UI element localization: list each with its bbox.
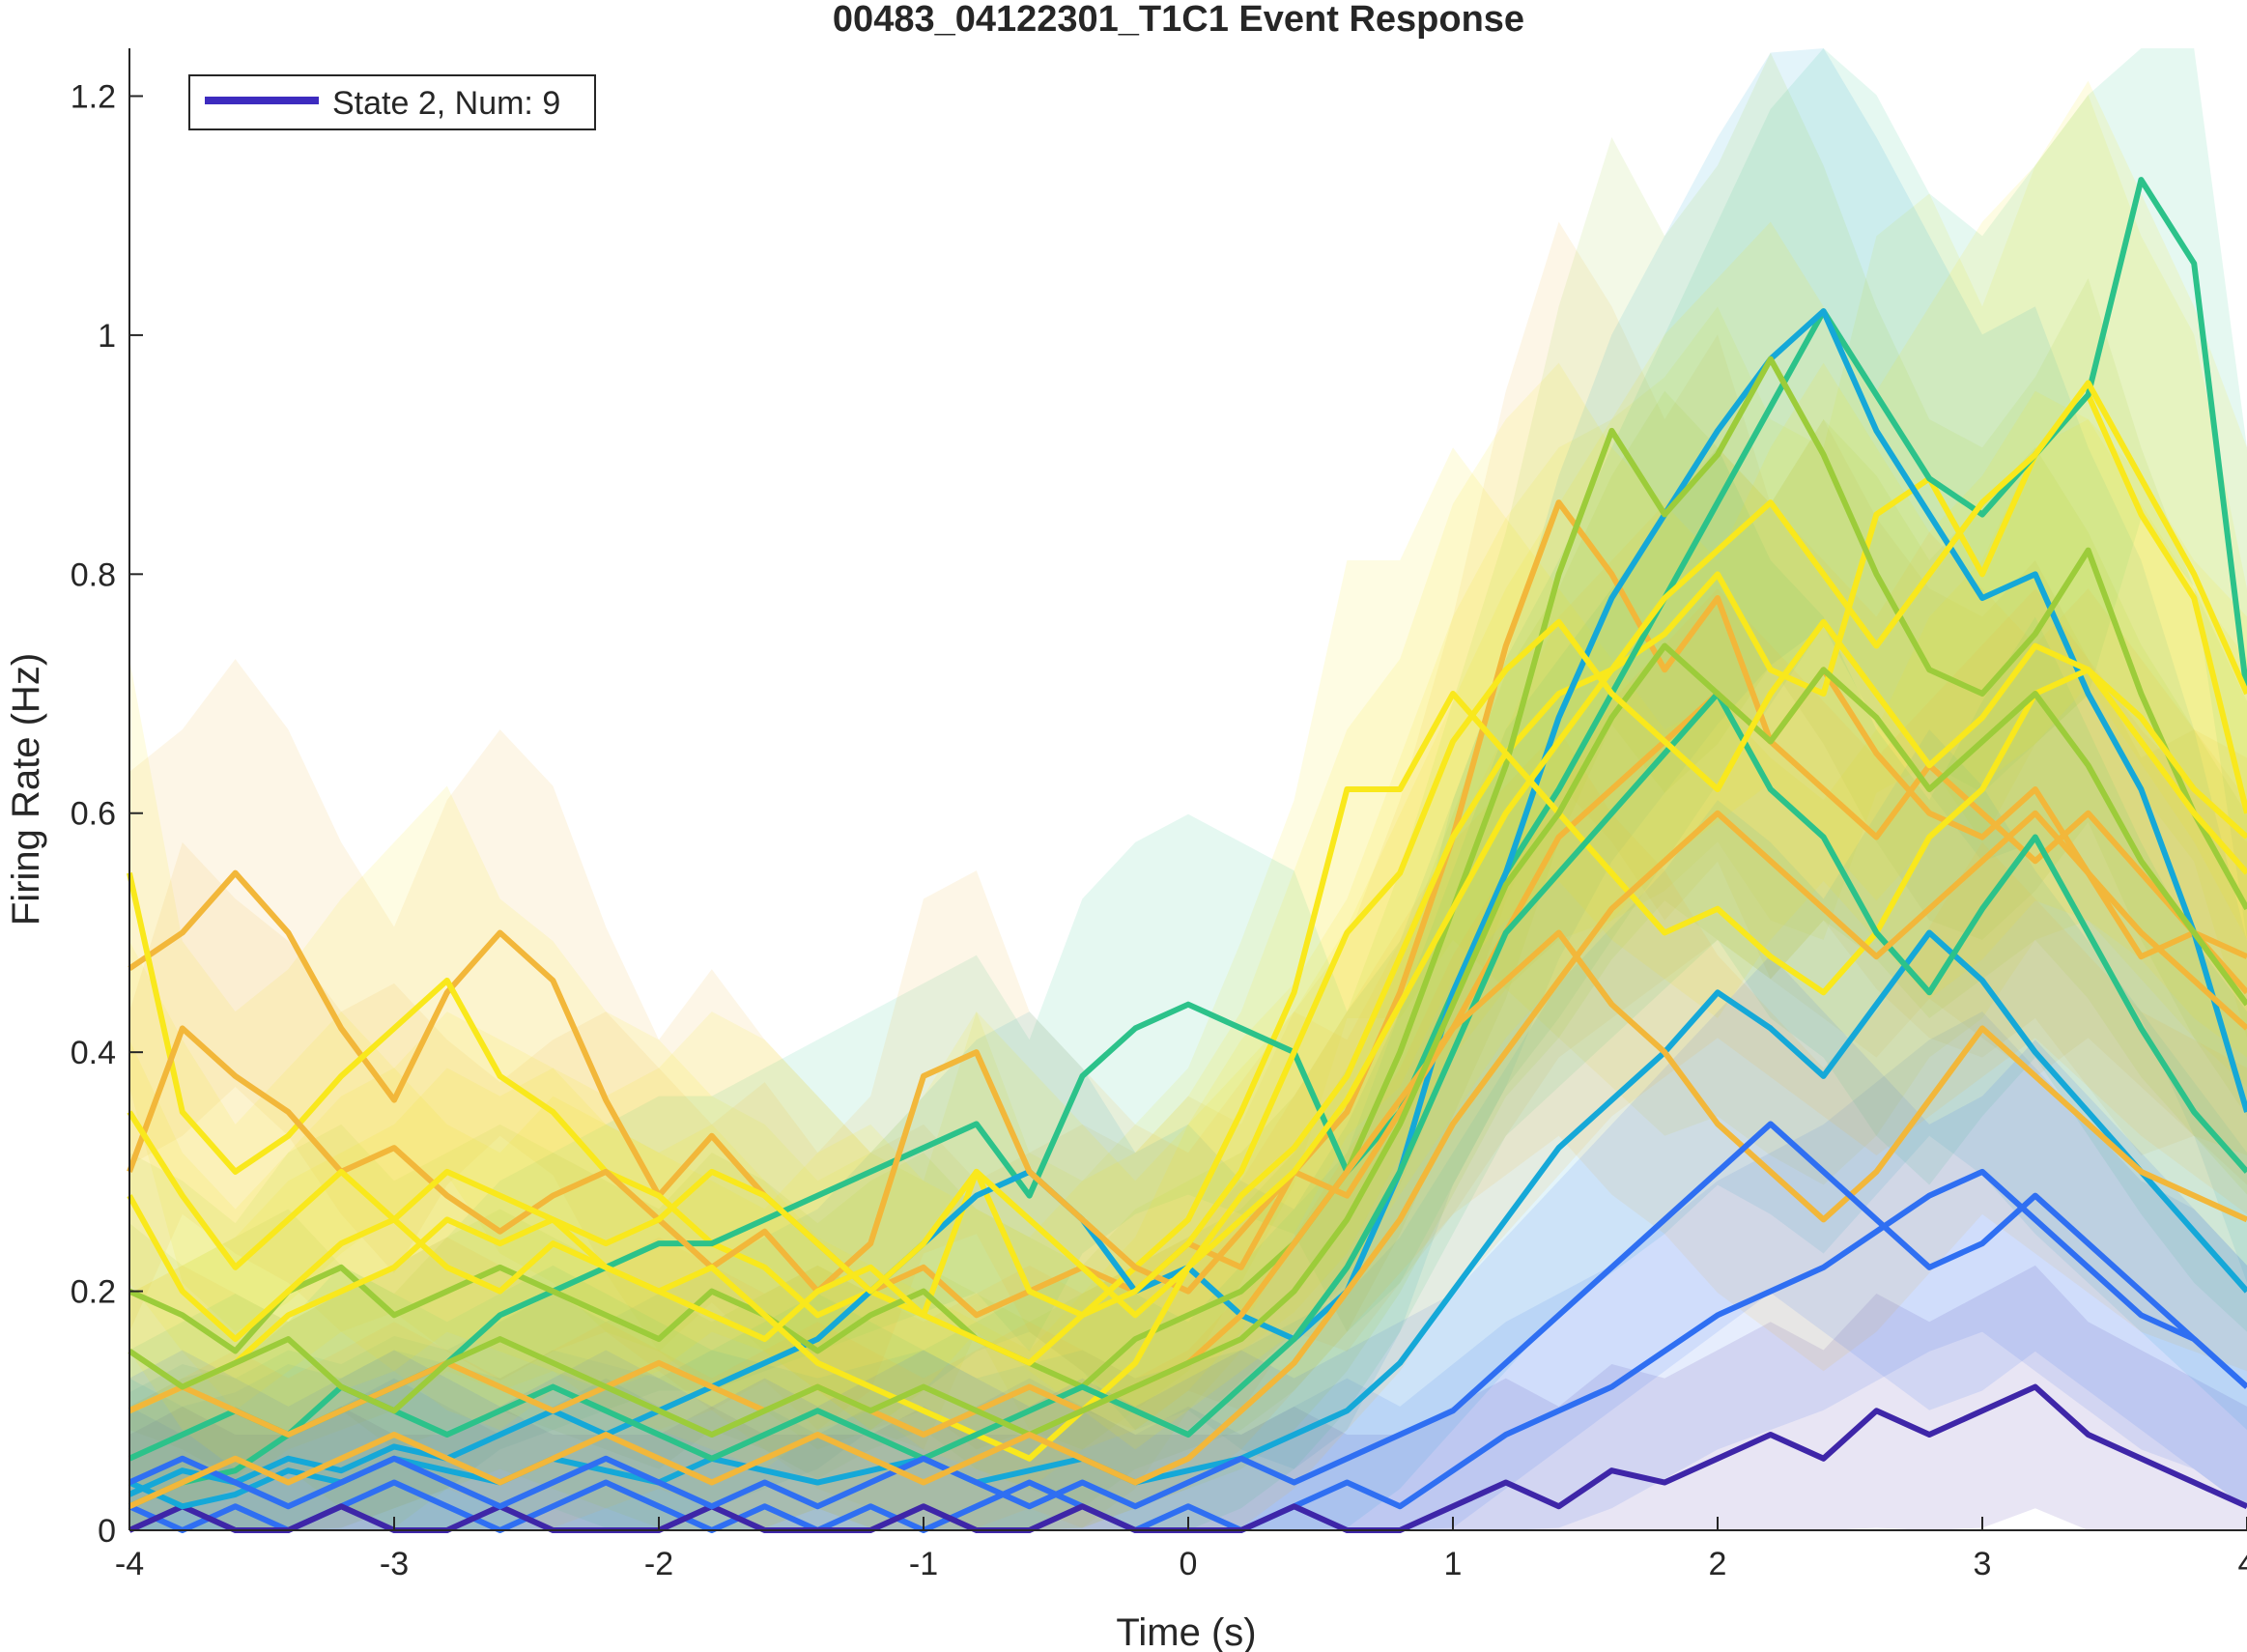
y-tick-label: 0 (98, 1513, 116, 1550)
x-tick-label: -2 (644, 1546, 673, 1582)
legend-entry-label: State 2, Num: 9 (332, 85, 560, 122)
series-band (129, 418, 2247, 1530)
plot-area (127, 48, 2247, 1533)
y-tick-label: 1 (98, 318, 116, 355)
y-tick-label: 0.4 (71, 1035, 116, 1071)
series-band (129, 447, 2247, 1530)
x-axis-ticks: -4 -3 -2 -1 0 1 2 3 4 (115, 1517, 2247, 1582)
x-tick-label: 3 (1974, 1546, 1992, 1582)
legend: State 2, Num: 9 (188, 74, 596, 130)
series-band (129, 48, 2247, 1530)
series-band (129, 729, 2247, 1530)
x-tick-label: -4 (115, 1546, 144, 1582)
series-line (128, 356, 2247, 1390)
series-line (128, 1121, 2247, 1510)
series-line (128, 929, 2247, 1510)
y-tick-label: 0.6 (71, 796, 116, 833)
series-band (129, 48, 2247, 1530)
series-line (127, 691, 2247, 1295)
y-axis-label: Firing Rate (Hz) (5, 653, 47, 926)
series-band (129, 588, 2247, 1530)
series-line (128, 691, 2247, 1462)
series-line (128, 177, 2247, 1509)
series-band (129, 954, 2247, 1530)
chart-title: 00483_04122301_T1C1 Event Response (833, 0, 1524, 40)
series-band (129, 52, 2247, 1509)
series-band (129, 390, 2247, 1531)
x-tick-label: 1 (1444, 1546, 1463, 1582)
series-line (128, 1168, 2247, 1533)
legend-box (188, 74, 596, 130)
series-band (129, 729, 2247, 1530)
series-line (127, 380, 2247, 1343)
x-tick-label: 0 (1180, 1546, 1198, 1582)
x-tick-label: -3 (380, 1546, 409, 1582)
series-line (127, 391, 2247, 1319)
series-band (129, 1011, 2247, 1530)
y-tick-label: 0.2 (71, 1274, 116, 1311)
x-axis-label: Time (s) (1116, 1611, 1256, 1652)
series-lines (127, 177, 2247, 1533)
y-tick-label: 1.2 (71, 78, 116, 115)
x-tick-label: -1 (909, 1546, 938, 1582)
series-band (129, 221, 2247, 1450)
series-line (127, 618, 2247, 1366)
series-band (129, 362, 2247, 1489)
series-line (128, 642, 2247, 1438)
y-axis-ticks: 0 0.2 0.4 0.6 0.8 1 1.2 (71, 78, 143, 1550)
series-band (129, 1265, 2247, 1530)
x-tick-label: 4 (2238, 1546, 2247, 1582)
series-line (128, 810, 2247, 1509)
y-tick-label: 0.8 (71, 556, 116, 593)
x-tick-label: 2 (1709, 1546, 1727, 1582)
